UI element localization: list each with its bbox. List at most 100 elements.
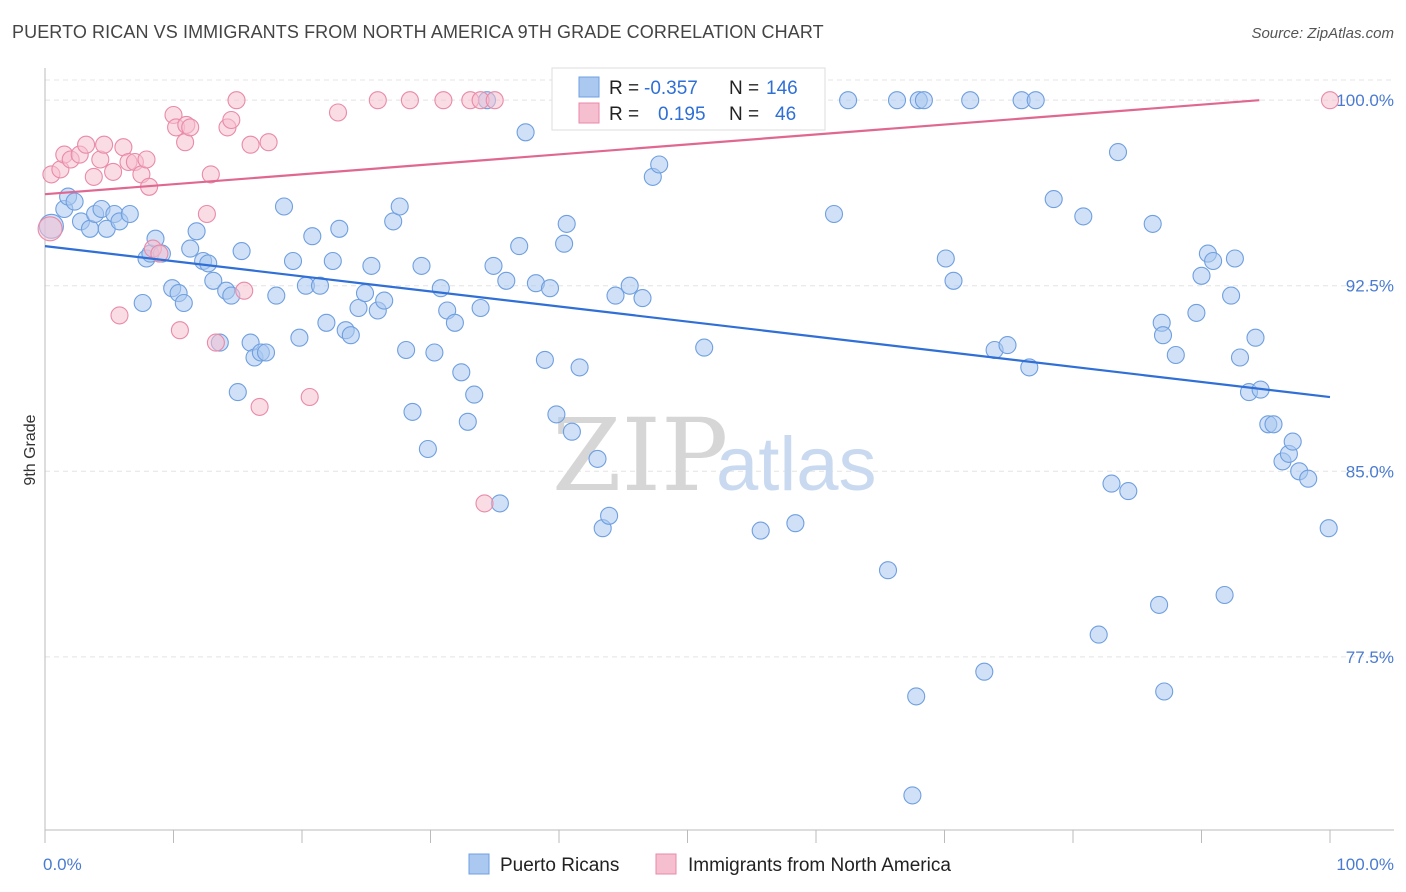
point-puerto-ricans-67: [490, 494, 509, 513]
legend-swatch-blue: [578, 76, 600, 98]
point-immigrants-44: [485, 91, 504, 110]
y-axis-label: 9th Grade: [22, 414, 39, 485]
point-puerto-ricans-24: [204, 271, 223, 290]
point-puerto-ricans-63: [465, 385, 484, 404]
chart-title: PUERTO RICAN VS IMMIGRANTS FROM NORTH AM…: [12, 22, 824, 42]
point-puerto-ricans-106: [961, 91, 980, 110]
legend-n-label-1: N =: [729, 78, 759, 99]
point-puerto-ricans-45: [341, 326, 360, 345]
point-puerto-ricans-81: [600, 506, 619, 525]
point-immigrants-37: [328, 103, 348, 122]
point-puerto-ricans-99: [887, 91, 907, 110]
point-puerto-ricans-3: [65, 192, 84, 211]
point-immigrants-31: [227, 91, 246, 110]
point-puerto-ricans-62: [458, 412, 477, 431]
point-puerto-ricans-50: [375, 291, 394, 310]
point-puerto-ricans-40: [310, 276, 330, 295]
point-immigrants-19: [150, 244, 169, 263]
trendlines: [44, 99, 1331, 399]
point-puerto-ricans-60: [445, 313, 464, 332]
point-immigrants-34: [250, 397, 269, 416]
bottom-legend-swatch-blue: [468, 853, 490, 875]
point-immigrants-9: [95, 135, 114, 154]
point-immigrants-35: [259, 133, 278, 152]
y-tick-label-0: 100.0%: [1336, 91, 1394, 110]
point-puerto-ricans-21: [187, 222, 206, 241]
point-puerto-ricans-29: [232, 242, 251, 261]
point-puerto-ricans-94: [786, 514, 805, 533]
bottom-legend-swatch-pink: [655, 853, 677, 875]
point-puerto-ricans-48: [362, 256, 381, 275]
point-puerto-ricans-61: [452, 363, 471, 382]
bottom-legend-immigrants: Immigrants from North America: [688, 855, 951, 876]
point-immigrants-0: [37, 216, 63, 242]
point-puerto-ricans-83: [620, 276, 639, 295]
point-puerto-ricans-19: [174, 293, 193, 313]
point-immigrants-27: [201, 165, 220, 184]
point-immigrants-40: [434, 91, 453, 110]
point-puerto-ricans-128: [1204, 251, 1223, 271]
point-puerto-ricans-41: [317, 313, 336, 332]
point-puerto-ricans-86: [650, 155, 669, 174]
point-puerto-ricans-123: [1155, 682, 1174, 701]
series-immigrants-north-america: [37, 91, 1340, 513]
point-puerto-ricans-66: [484, 256, 503, 275]
legend-n-label-2: N =: [729, 104, 759, 125]
point-puerto-ricans-105: [944, 271, 963, 290]
point-immigrants-6: [77, 135, 96, 154]
y-tick-label-2: 85.0%: [1346, 462, 1394, 481]
point-puerto-ricans-129: [1215, 585, 1234, 605]
point-puerto-ricans-119: [1143, 214, 1162, 233]
point-puerto-ricans-69: [510, 237, 529, 256]
point-puerto-ricans-70: [516, 123, 535, 142]
y-tick-labels: 100.0% 92.5% 85.0% 77.5%: [1336, 91, 1394, 667]
legend-r-value-1: -0.357: [644, 78, 698, 99]
trendline-immigrants: [44, 99, 1260, 196]
point-immigrants-26: [197, 204, 216, 224]
axes: [44, 68, 1394, 831]
point-puerto-ricans-117: [1108, 143, 1128, 162]
point-puerto-ricans-140: [1283, 432, 1302, 451]
x-tick-marks: [44, 830, 1331, 843]
legend-r-value-2: 0.195: [658, 104, 706, 125]
point-puerto-ricans-107: [975, 662, 994, 681]
y-tick-label-1: 92.5%: [1346, 277, 1394, 296]
point-puerto-ricans-51: [384, 212, 403, 231]
point-puerto-ricans-33: [256, 343, 276, 362]
legend-n-value-1: 146: [766, 78, 798, 99]
point-puerto-ricans-36: [283, 251, 303, 271]
point-puerto-ricans-118: [1119, 482, 1138, 501]
point-puerto-ricans-79: [588, 449, 607, 468]
point-immigrants-28: [206, 333, 225, 352]
point-immigrants-25: [181, 118, 200, 137]
point-puerto-ricans-74: [547, 405, 566, 424]
point-puerto-ricans-77: [562, 422, 581, 441]
watermark: ZIP atlas: [552, 397, 877, 514]
point-puerto-ricans-57: [425, 343, 444, 362]
point-puerto-ricans-132: [1230, 348, 1250, 367]
point-puerto-ricans-39: [303, 227, 322, 246]
x-tick-label-min: 0.0%: [43, 855, 82, 874]
point-immigrants-8: [91, 150, 110, 169]
point-puerto-ricans-64: [471, 298, 490, 318]
point-puerto-ricans-124: [1166, 345, 1185, 365]
point-immigrants-11: [110, 306, 129, 325]
x-tick-label-max: 100.0%: [1336, 855, 1394, 874]
point-puerto-ricans-143: [1319, 519, 1338, 538]
point-puerto-ricans-134: [1246, 328, 1265, 347]
point-puerto-ricans-56: [418, 439, 437, 459]
point-immigrants-16: [137, 150, 156, 169]
point-immigrants-32: [235, 281, 254, 300]
legend-box: R = -0.357 N = 146 R = 0.195 N = 46: [551, 67, 826, 131]
point-puerto-ricans-43: [330, 219, 349, 238]
legend-r-label-2: R =: [609, 104, 639, 125]
point-puerto-ricans-55: [412, 256, 431, 275]
grid-lines: [45, 79, 1394, 658]
point-puerto-ricans-97: [839, 91, 858, 110]
point-immigrants-22: [170, 321, 189, 340]
point-puerto-ricans-12: [133, 293, 152, 313]
point-puerto-ricans-125: [1187, 303, 1206, 322]
point-puerto-ricans-82: [606, 286, 625, 305]
point-puerto-ricans-35: [274, 197, 294, 216]
